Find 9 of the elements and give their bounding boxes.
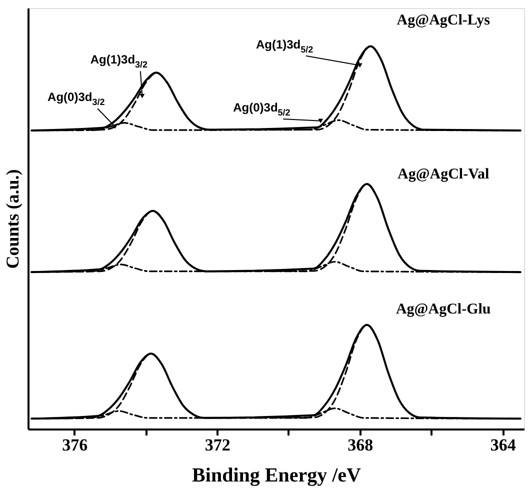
x-tick-label: 364 [490, 436, 516, 454]
annotation: Ag@AgCl-Val [397, 166, 490, 183]
text: Ag@AgCl-Lys [396, 12, 490, 28]
y-axis-title: Counts (a.u.) [2, 169, 22, 269]
x-tick-label: 368 [348, 436, 374, 454]
x-tick-label: 372 [204, 436, 230, 454]
annotation: Ag@AgCl-Glu [396, 301, 491, 318]
x-axis-title: Binding Energy /eV [192, 464, 362, 486]
x-tick-label: 376 [62, 436, 88, 454]
